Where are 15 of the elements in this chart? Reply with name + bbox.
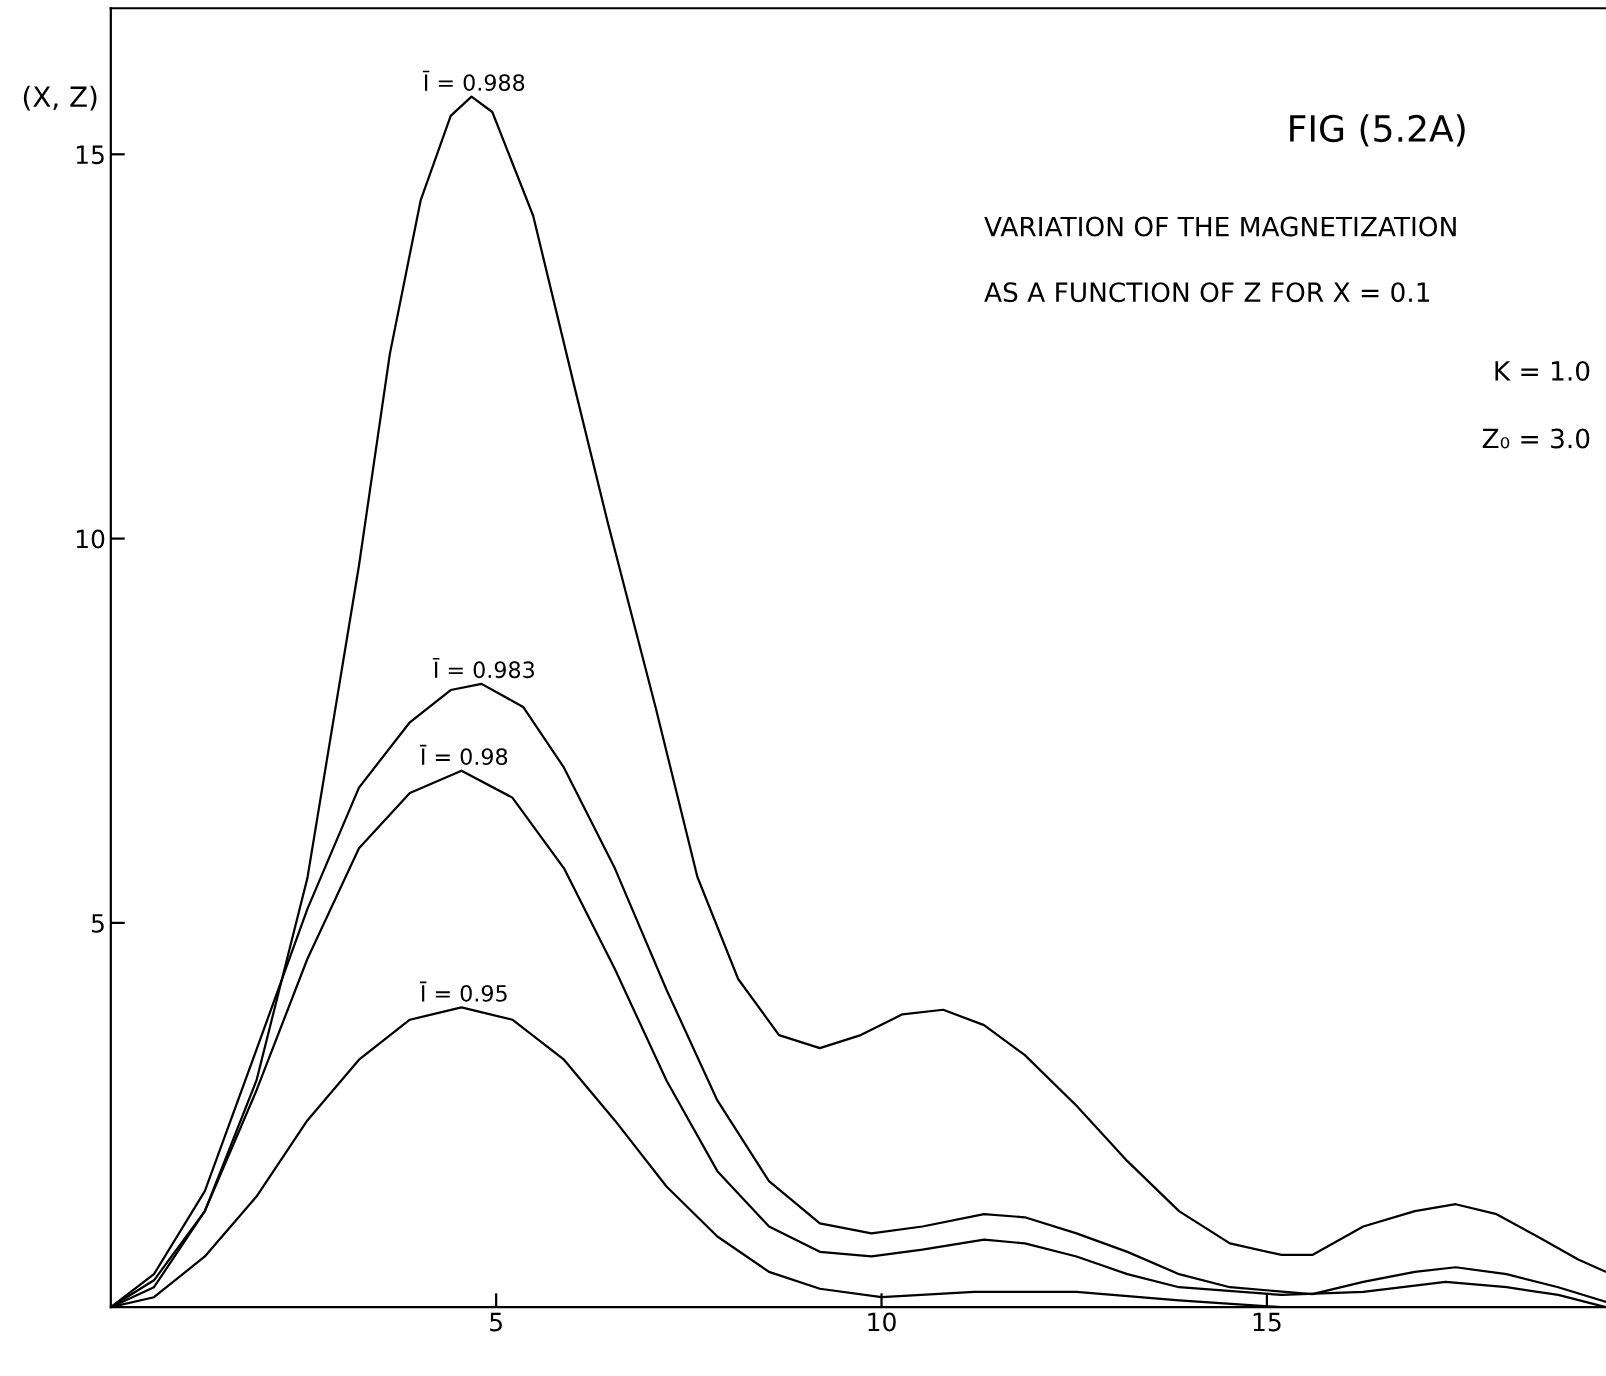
- y-tick-label: 10: [76, 529, 105, 549]
- text: VARIATION OF THE MAGNETIZATION AS A FUNCTION OF Z FOR X = 0.1: [984, 216, 1456, 303]
- series-label: Ī = 0.98: [419, 744, 508, 766]
- series-label: Ī = 0.988: [422, 70, 525, 91]
- series-label: Ī = 0.983: [432, 657, 534, 679]
- y-tick-label: 15: [76, 145, 104, 165]
- annotation: K = 1.0: [1495, 360, 1590, 381]
- x-tick-label: 5: [490, 1312, 502, 1332]
- x-tick-label: 10: [868, 1312, 896, 1332]
- series-label: Ī = 0.95: [419, 981, 507, 1002]
- y-axis-title: (X, Z): [23, 85, 97, 111]
- x-tick-label: 15: [1253, 1312, 1281, 1332]
- annotation: Z₀ = 3.0: [1482, 428, 1590, 449]
- text: FIG (5.2A): [1290, 114, 1465, 147]
- y-tick-label: 5: [91, 914, 104, 933]
